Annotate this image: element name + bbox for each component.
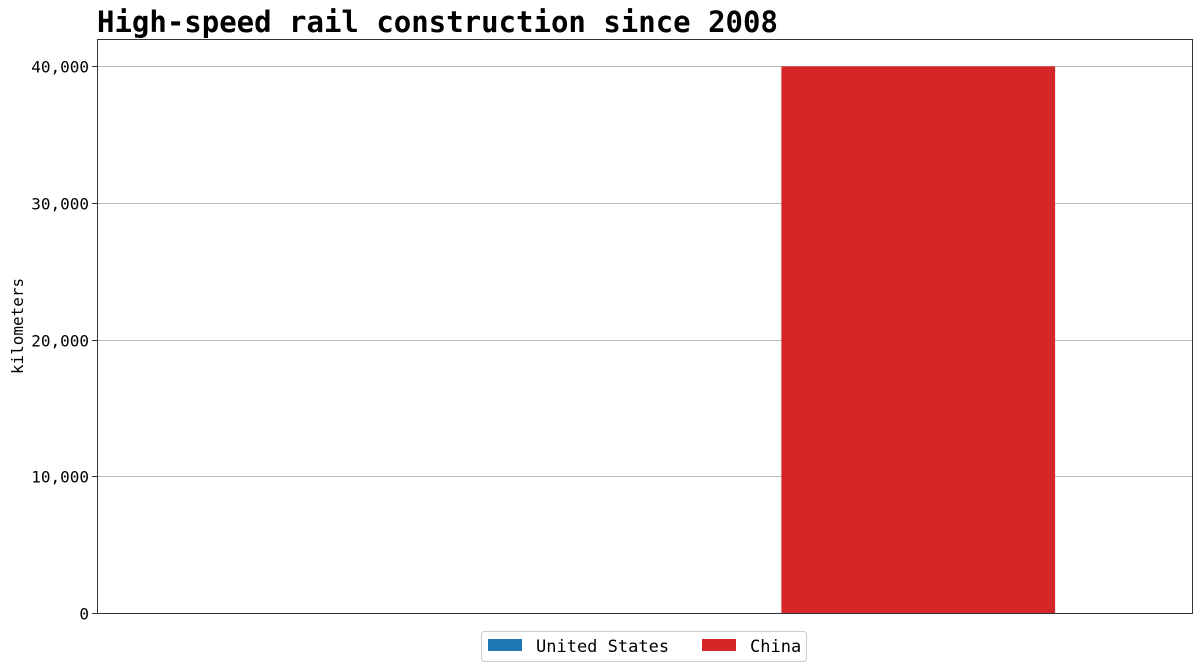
y-tick-label: 40,000 bbox=[31, 58, 89, 77]
y-tick-label: 30,000 bbox=[31, 195, 89, 214]
y-tick-label: 20,000 bbox=[31, 332, 89, 351]
legend: United States China bbox=[481, 631, 807, 662]
legend-label-china: China bbox=[750, 637, 801, 657]
legend-label-united-states: United States bbox=[536, 637, 669, 657]
legend-swatch-china bbox=[702, 639, 736, 651]
bar-china bbox=[781, 66, 1056, 614]
y-tick-label: 10,000 bbox=[31, 468, 89, 487]
legend-swatch-united-states bbox=[488, 639, 522, 651]
y-axis-ticks: 0 10,000 20,000 30,000 40,000 bbox=[31, 58, 97, 624]
bars bbox=[781, 66, 1056, 614]
y-tick-label: 0 bbox=[79, 605, 89, 624]
y-axis-label: kilometers bbox=[8, 278, 27, 374]
chart-title: High-speed rail construction since 2008 bbox=[97, 5, 778, 39]
plot-frame bbox=[97, 39, 1193, 614]
